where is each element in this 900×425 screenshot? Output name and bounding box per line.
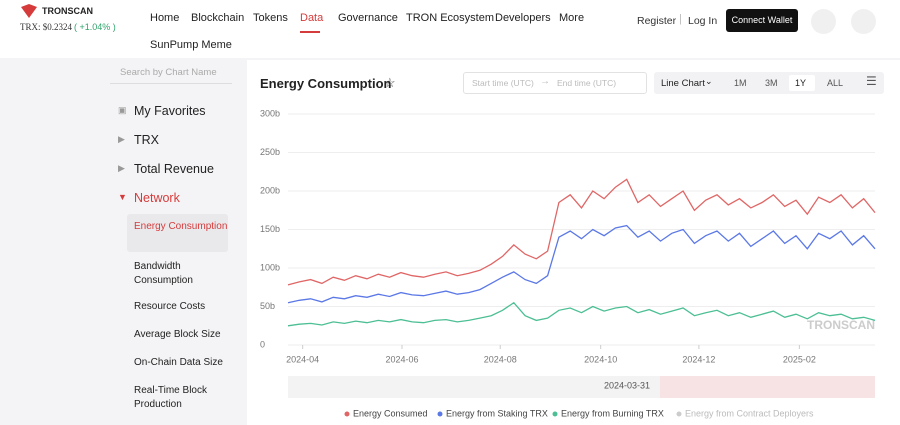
header: TRONSCAN TRX: $0.2324 ( +1.04% ) Home Blo… xyxy=(0,0,900,58)
group[interactable]: Network xyxy=(134,191,180,205)
group-icon: ▼ xyxy=(118,192,127,202)
search[interactable]: Search by Chart Name xyxy=(110,62,232,84)
login[interactable]: Log In xyxy=(688,15,718,27)
group-icon: ▶ xyxy=(118,163,125,173)
legend-dot xyxy=(676,411,682,417)
x-tick-label: 2024-10 xyxy=(584,354,617,364)
nav-item[interactable]: Governance xyxy=(338,12,398,24)
register[interactable]: Register xyxy=(637,15,677,27)
item[interactable]: Energy Consumption xyxy=(134,221,228,232)
range[interactable]: 1M xyxy=(734,78,747,88)
bell[interactable] xyxy=(811,9,836,34)
slider-window xyxy=(660,376,875,398)
item[interactable]: Resource Costs xyxy=(134,301,206,312)
y-tick-label: 200b xyxy=(260,185,280,195)
y-tick-label: 150b xyxy=(260,224,280,234)
legend-label: Energy Consumed xyxy=(353,408,428,418)
series-line xyxy=(287,178,876,286)
y-tick-label: 0 xyxy=(260,339,265,349)
nav-underline xyxy=(300,31,320,33)
logo-icon xyxy=(21,4,37,18)
y-tick-label: 100b xyxy=(260,262,280,272)
nav-item[interactable]: Developers xyxy=(495,12,551,24)
x-tick-label: 2024-12 xyxy=(682,354,715,364)
nav-item[interactable]: TRON Ecosystem xyxy=(406,12,495,24)
connect-wallet[interactable]: Connect Wallet xyxy=(726,9,798,32)
item[interactable]: On-Chain Data Size xyxy=(134,357,223,368)
nav-item[interactable]: Home xyxy=(150,12,180,24)
divider: | xyxy=(679,13,682,25)
range[interactable]: 3M xyxy=(765,78,778,88)
legend-label: Energy from Burning TRX xyxy=(561,408,664,418)
legend-dot xyxy=(552,411,558,417)
range-bar xyxy=(654,72,884,94)
x-tick-label: 2025-02 xyxy=(783,354,816,364)
price-change: ( +1.04% ) xyxy=(74,22,116,32)
slider-label: 2024-03-31 xyxy=(604,380,650,390)
favorite-star[interactable]: ☆ xyxy=(384,75,396,90)
subnav[interactable]: SunPump Meme xyxy=(150,39,232,51)
series-line xyxy=(287,224,876,304)
legend-label: Energy from Staking TRX xyxy=(446,408,548,418)
series-line xyxy=(287,301,876,327)
group-icon: ▣ xyxy=(118,105,127,115)
x-tick-label: 2024-06 xyxy=(385,354,418,364)
y-tick-label: 300b xyxy=(260,108,280,118)
start-time[interactable]: Start time (UTC) xyxy=(472,78,534,88)
end-time[interactable]: End time (UTC) xyxy=(557,78,617,88)
date-range[interactable] xyxy=(463,72,647,94)
main-panel: Energy Consumption ☆ Start time (UTC) → … xyxy=(247,60,900,425)
range[interactable]: 1Y xyxy=(795,78,807,88)
item[interactable]: Real-Time Block Production xyxy=(134,385,207,410)
menu[interactable]: ☰ xyxy=(866,74,877,88)
y-tick-label: 250b xyxy=(260,147,280,157)
logo: TRONSCAN xyxy=(42,6,93,16)
item[interactable]: Bandwidth Consumption xyxy=(134,261,193,286)
price: TRX: $0.2324 xyxy=(20,22,73,32)
nav-item[interactable]: Blockchain xyxy=(191,12,245,24)
chart-title: Energy Consumption xyxy=(260,76,392,91)
chart-type-caret: ⌄ xyxy=(705,76,713,86)
x-tick-label: 2024-08 xyxy=(484,354,517,364)
y-tick-label: 50b xyxy=(260,301,275,311)
group-icon: ▶ xyxy=(118,134,125,144)
account[interactable] xyxy=(851,9,876,34)
range[interactable]: ALL xyxy=(827,78,844,88)
nav-item[interactable]: Tokens xyxy=(253,12,288,24)
chart: 0 50b 100b 150b 200b 250b 300b 2024-04 2024-06 20… xyxy=(260,108,876,418)
legend-label: Energy from Contract Deployers xyxy=(685,408,814,418)
group[interactable]: My Favorites xyxy=(134,104,206,118)
group[interactable]: TRX xyxy=(134,133,159,147)
arrow: → xyxy=(540,76,550,87)
legend-dot xyxy=(344,411,350,417)
sidebar: Search by Chart Name ▣ My Favorites ▶ TRX ▶ T… xyxy=(0,58,245,425)
nav-item[interactable]: Data xyxy=(300,12,324,24)
range-active xyxy=(789,75,815,91)
item[interactable]: Average Block Size xyxy=(134,329,221,340)
watermark: TRONSCAN xyxy=(807,318,875,332)
x-tick-label: 2024-04 xyxy=(286,354,319,364)
group[interactable]: Total Revenue xyxy=(134,162,214,176)
chart-type[interactable]: Line Chart xyxy=(661,78,705,89)
nav-item[interactable]: More xyxy=(559,12,585,24)
active-bg xyxy=(127,214,228,252)
legend-dot xyxy=(437,411,443,417)
